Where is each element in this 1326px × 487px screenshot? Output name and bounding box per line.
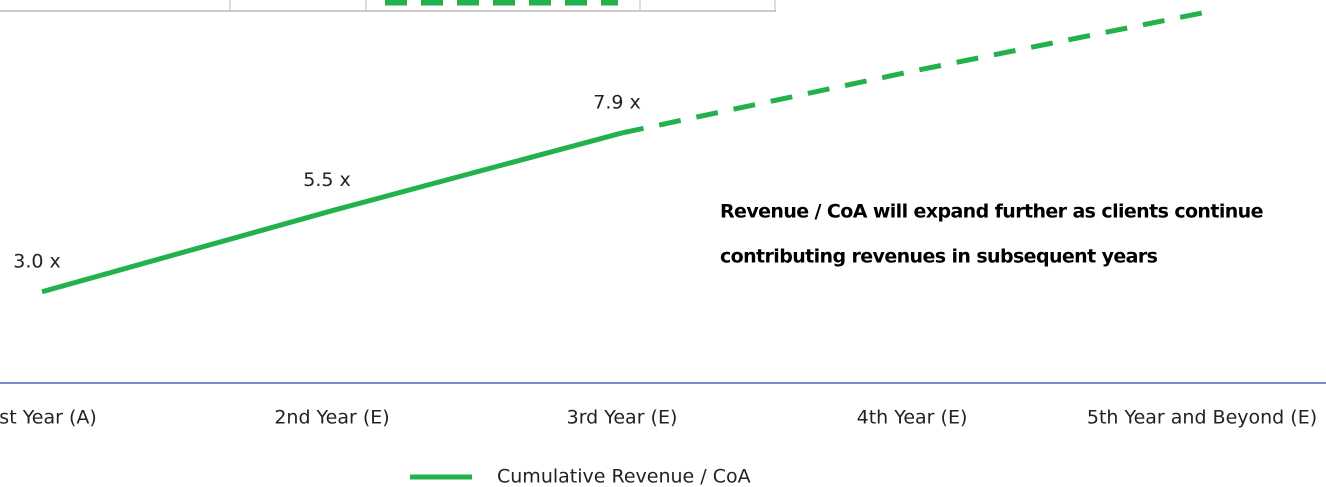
legend-label: Cumulative Revenue / CoA	[497, 466, 751, 487]
x-tick-label: 1st Year (A)	[0, 407, 97, 429]
table-fragment	[0, 0, 776, 12]
data-label: 3.0 x	[13, 250, 61, 272]
annotation: contributing revenues in subsequent year…	[720, 246, 1158, 268]
data-label: 5.5 x	[303, 169, 351, 191]
x-tick-label: 3rd Year (E)	[567, 407, 678, 429]
annotation: Revenue / CoA will expand further as cli…	[720, 201, 1263, 223]
x-tick-label: 5th Year and Beyond (E)	[1087, 407, 1317, 429]
line	[41, 130, 623, 295]
line	[621, 10, 1203, 136]
x-tick-label: 4th Year (E)	[857, 407, 968, 429]
x-tick-label: 2nd Year (E)	[274, 407, 389, 429]
data-label: 7.9 x	[593, 91, 641, 113]
